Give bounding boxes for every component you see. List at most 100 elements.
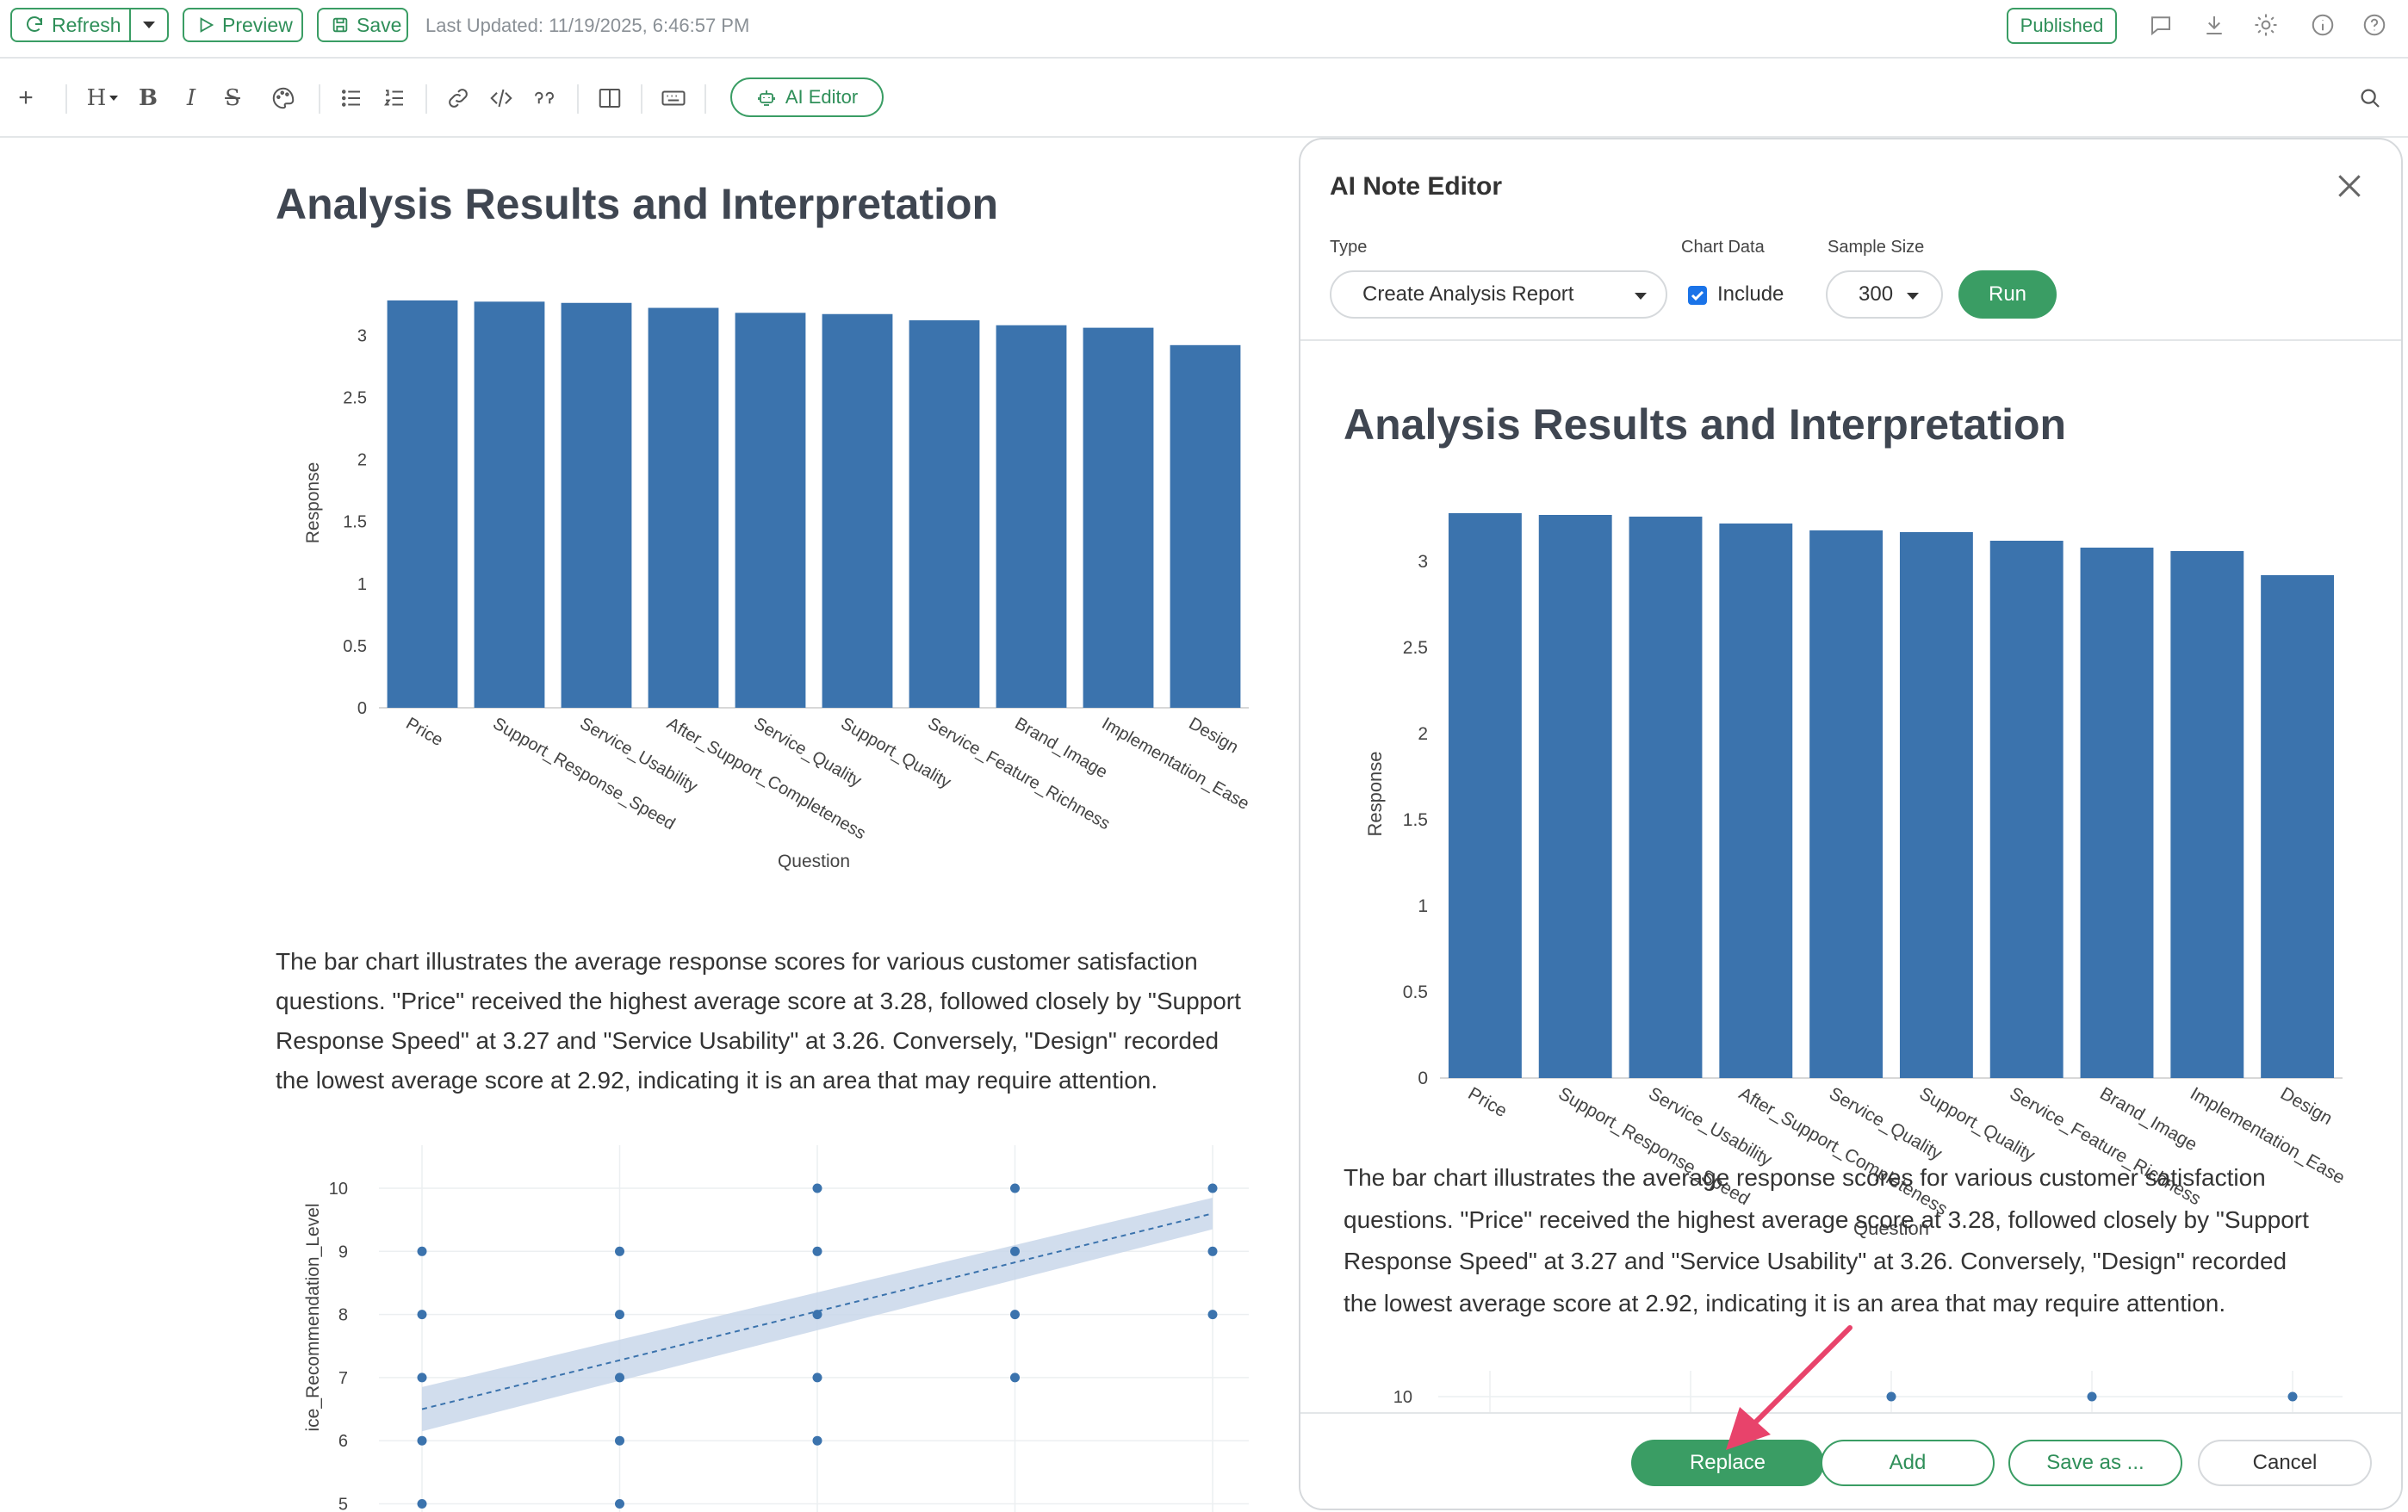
scatter-point: [1207, 1183, 1218, 1193]
y-tick-label: 8: [338, 1306, 348, 1325]
scatter-point: [1010, 1310, 1020, 1320]
info-icon[interactable]: [2310, 12, 2337, 40]
type-select-value: Create Analysis Report: [1362, 282, 1574, 306]
x-axis-title: Question: [778, 852, 850, 871]
cancel-button[interactable]: Cancel: [2198, 1440, 2372, 1486]
y-tick-label: 2: [1418, 724, 1428, 744]
toolbar-divider: [641, 84, 642, 114]
scatter-point: [1010, 1246, 1020, 1256]
bar: [822, 313, 893, 708]
toolbar-divider: [319, 84, 320, 114]
gear-icon[interactable]: [2253, 12, 2281, 40]
keyboard-icon[interactable]: [658, 81, 689, 115]
scatter-point: [812, 1246, 822, 1256]
type-select[interactable]: Create Analysis Report: [1330, 270, 1667, 319]
scatter-point: [615, 1373, 624, 1383]
chevron-down-icon: [109, 96, 119, 101]
bar: [1809, 530, 1884, 1078]
run-button[interactable]: Run: [1958, 270, 2057, 319]
y-tick-label: 9: [338, 1242, 348, 1261]
bar: [1083, 327, 1154, 708]
include-checkbox[interactable]: [1688, 286, 1707, 305]
y-axis-title: Response: [303, 462, 323, 544]
chevron-down-icon: [1635, 293, 1647, 300]
y-axis-title: ice_Recommendation_Level: [303, 1204, 323, 1432]
y-axis-title: Response: [1364, 751, 1386, 836]
download-icon[interactable]: [2201, 12, 2229, 40]
save-button[interactable]: Save: [317, 8, 408, 42]
y-tick-label: 10: [329, 1180, 348, 1199]
paragraph-line: Response Speed" at 3.27 and "Service Usa…: [1344, 1248, 2287, 1274]
chart-data-label: Chart Data: [1681, 238, 1765, 257]
bar: [1989, 541, 2064, 1078]
close-icon[interactable]: [2332, 169, 2367, 203]
scatter-point: [615, 1499, 624, 1509]
scatter-point: [417, 1435, 427, 1446]
document-title: Analysis Results and Interpretation: [276, 180, 999, 228]
search-icon[interactable]: [2355, 81, 2386, 115]
bar: [387, 300, 458, 708]
bold-icon[interactable]: B: [139, 85, 158, 111]
y-tick-label: 3: [357, 326, 367, 345]
paragraph-line: questions. "Price" received the highest …: [1344, 1205, 2309, 1233]
y-tick-label: 0: [1418, 1069, 1428, 1088]
y-tick-label: 7: [338, 1369, 348, 1388]
sample-size-select[interactable]: 300: [1826, 270, 1943, 319]
bullet-list-icon[interactable]: [336, 81, 367, 115]
bar: [1899, 532, 1973, 1078]
bar: [2080, 548, 2154, 1078]
bar: [1448, 513, 1522, 1078]
help-icon[interactable]: [2361, 12, 2389, 40]
published-badge[interactable]: Published: [2007, 8, 2117, 44]
quote-icon[interactable]: [529, 81, 560, 115]
add-block-icon[interactable]: +: [18, 84, 34, 112]
y-tick-label: 3: [1418, 552, 1428, 572]
add-button[interactable]: Add: [1821, 1440, 1995, 1486]
save-label: Save: [357, 13, 402, 36]
scatter-point: [1207, 1246, 1218, 1256]
bar: [1719, 524, 1793, 1078]
toolbar-divider: [704, 84, 706, 114]
paragraph-line: Response Speed" at 3.27 and "Service Usa…: [276, 1027, 1220, 1054]
code-icon[interactable]: [486, 81, 517, 115]
heading-label: H: [86, 85, 107, 111]
strikethrough-icon[interactable]: S: [225, 85, 240, 111]
link-icon[interactable]: [443, 81, 474, 115]
refresh-icon: [12, 15, 45, 35]
y-tick-label: 0.5: [1403, 982, 1428, 1002]
layout-icon[interactable]: [594, 81, 625, 115]
ai-editor-button[interactable]: AI Editor: [730, 77, 884, 117]
bar: [1170, 344, 1241, 708]
palette-icon[interactable]: [264, 81, 303, 115]
scatter-point: [417, 1310, 427, 1320]
panel-title: AI Note Editor: [1330, 172, 1502, 201]
scatter-point: [812, 1373, 822, 1383]
comment-icon[interactable]: [2148, 12, 2175, 40]
refresh-label: Refresh: [52, 13, 121, 36]
save-icon: [319, 15, 350, 34]
y-tick-label: 6: [338, 1432, 348, 1451]
refresh-button[interactable]: Refresh: [10, 8, 169, 42]
x-tick-label: Design: [1186, 714, 1242, 757]
ai-note-editor-panel: AI Note Editor Type Chart Data Sample Si…: [1299, 138, 2403, 1510]
scatter-point: [2087, 1391, 2097, 1402]
x-tick-label: Implementation_Ease: [1099, 714, 1253, 814]
trend-line: [421, 1212, 1213, 1410]
preview-paragraph: The bar chart illustrates the average re…: [1344, 1157, 2309, 1324]
sample-size-value: 300: [1859, 282, 1894, 306]
italic-icon[interactable]: I: [186, 85, 196, 111]
bar: [1538, 515, 1612, 1078]
last-updated-text: Last Updated: 11/19/2025, 6:46:57 PM: [425, 15, 750, 36]
save-as-button[interactable]: Save as ...: [2008, 1440, 2182, 1486]
scatter-point: [615, 1246, 624, 1256]
preview-button[interactable]: Preview: [183, 8, 303, 42]
y-tick-label: 1.5: [1403, 810, 1428, 830]
bar: [909, 319, 980, 708]
y-tick-label: 1: [357, 575, 367, 594]
refresh-dropdown-icon[interactable]: [143, 22, 155, 28]
numbered-list-icon[interactable]: [379, 81, 410, 115]
y-tick-label: 2.5: [1403, 638, 1428, 658]
heading-dropdown[interactable]: H: [83, 81, 122, 115]
editor-toolbar: + H B I S AI Editor: [0, 60, 2408, 138]
paragraph-line: the lowest average score at 2.92, indica…: [1344, 1289, 2226, 1317]
